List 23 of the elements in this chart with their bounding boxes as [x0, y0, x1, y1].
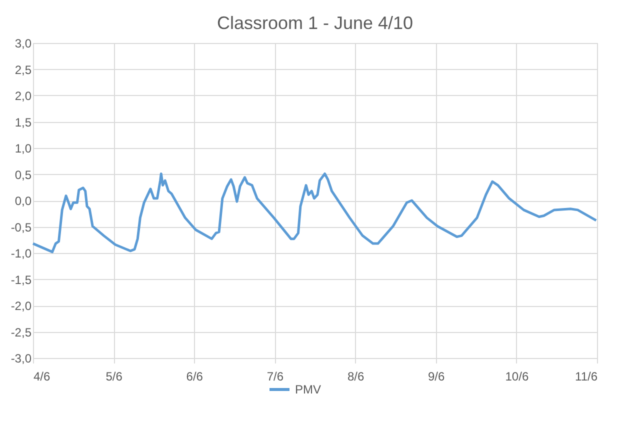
y-tick-label: 3,0 [14, 36, 32, 50]
x-tick-label: 9/6 [428, 370, 446, 384]
y-tick-label: -2,0 [10, 299, 32, 313]
x-tick-label: 11/6 [575, 370, 598, 384]
y-tick-label: 2,5 [14, 62, 32, 77]
chart-title: Classroom 1 - June 4/10 [216, 13, 414, 33]
y-tick-label: -0,5 [10, 220, 32, 234]
y-tick-label: -1,0 [10, 246, 32, 260]
x-tick-label: 10/6 [505, 370, 529, 384]
x-tick-label: 5/6 [106, 370, 123, 384]
y-tick-label: 0,5 [14, 168, 32, 182]
x-tick-label: 6/6 [186, 370, 204, 384]
x-tick-label: 4/6 [34, 370, 51, 384]
y-tick-label: -3,0 [10, 352, 32, 366]
x-tick-label: 7/6 [266, 370, 284, 384]
x-tick-label: 8/6 [347, 370, 364, 384]
y-tick-label: 1,5 [14, 115, 32, 130]
y-tick-label: 0,0 [14, 194, 32, 208]
legend-label: PMV [295, 382, 322, 396]
y-tick-label: 2,0 [14, 89, 32, 103]
y-tick-label: 1,0 [14, 142, 32, 156]
y-tick-label: -2,5 [10, 325, 32, 340]
y-tick-label: -1,5 [10, 272, 32, 287]
